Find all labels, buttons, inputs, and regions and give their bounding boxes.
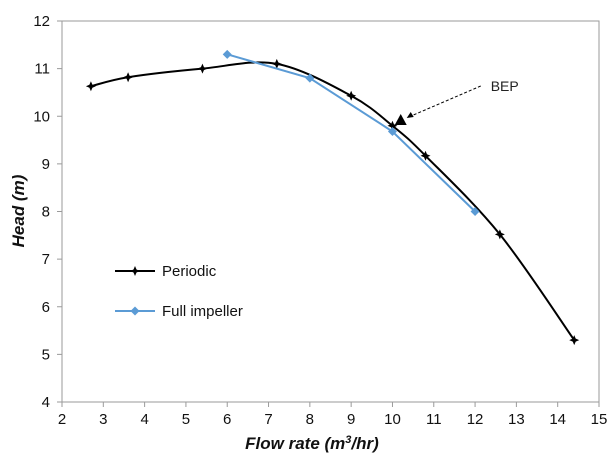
x-axis-title: Flow rate (m3/hr) <box>245 434 379 453</box>
x-tick-label: 7 <box>264 411 272 428</box>
y-tick-label: 8 <box>42 204 50 221</box>
data-point-periodic <box>494 229 505 240</box>
x-tick-label: 3 <box>99 411 107 428</box>
series-line-full-impeller <box>226 53 476 213</box>
x-tick-label: 15 <box>591 411 608 428</box>
x-tick-label: 10 <box>384 411 401 428</box>
data-point-periodic <box>387 120 398 131</box>
legend-periodic-label: Periodic <box>162 263 217 280</box>
data-point-periodic <box>197 63 208 74</box>
x-tick-label: 5 <box>182 411 190 428</box>
y-tick-label: 12 <box>33 13 50 30</box>
legend-periodic-marker <box>130 266 140 276</box>
x-tick-label: 14 <box>549 411 566 428</box>
data-point-periodic <box>569 335 580 346</box>
bep-arrowhead <box>406 112 414 119</box>
x-tick-label: 2 <box>58 411 66 428</box>
series-layer <box>85 49 580 346</box>
data-point-full-impeller <box>305 73 315 83</box>
y-tick-label: 9 <box>42 156 50 173</box>
legend-full-impeller-label: Full impeller <box>162 303 243 320</box>
data-point-periodic <box>123 72 134 83</box>
x-tick-label: 9 <box>347 411 355 428</box>
axis-ticks: 2 3 4 5 6 7 8 9 10 11 12 13 14 15 4 5 6 7 8 9 10 11 12 <box>33 13 607 428</box>
data-point-full-impeller <box>222 49 232 59</box>
legend: Periodic Full impeller <box>115 263 243 320</box>
data-point-periodic <box>346 90 357 101</box>
data-point-full-impeller <box>470 207 480 216</box>
y-tick-label: 6 <box>42 299 50 316</box>
y-axis-title: Head (m) <box>9 174 28 247</box>
data-point-periodic <box>85 81 96 92</box>
y-tick-label: 11 <box>34 61 50 78</box>
data-point-periodic <box>420 150 431 161</box>
data-point-periodic <box>271 58 282 69</box>
x-tick-label: 13 <box>508 411 525 428</box>
bep-leader-line <box>408 85 481 118</box>
y-tick-label: 5 <box>42 346 50 363</box>
bep-label: BEP <box>491 78 519 94</box>
x-tick-label: 6 <box>223 411 231 428</box>
y-tick-label: 4 <box>42 394 50 411</box>
data-point-full-impeller <box>387 126 397 136</box>
y-tick-label: 7 <box>42 251 50 268</box>
x-tick-label: 12 <box>467 411 484 428</box>
x-tick-label: 11 <box>426 411 442 428</box>
x-tick-label: 8 <box>306 411 314 428</box>
legend-full-impeller-marker <box>130 306 140 316</box>
x-tick-label: 4 <box>140 411 148 428</box>
bep-marker <box>394 114 407 126</box>
annotation-layer: BEP <box>394 78 519 126</box>
y-tick-label: 10 <box>33 108 50 125</box>
